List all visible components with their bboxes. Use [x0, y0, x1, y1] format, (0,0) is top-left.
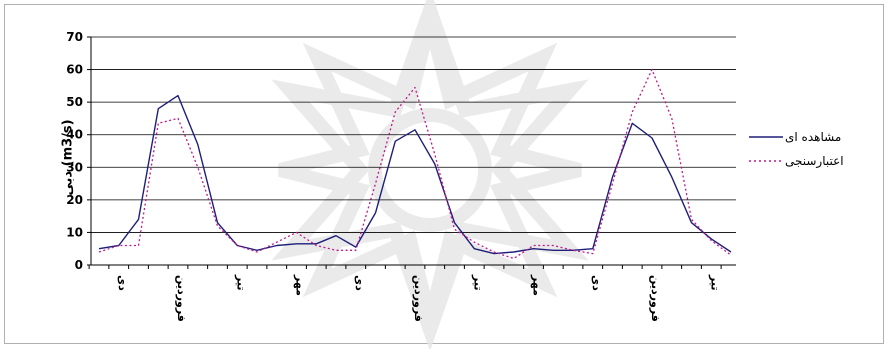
series-line-validation: [98, 68, 732, 260]
x-tick-label: مهر: [531, 274, 544, 296]
y-tick-label: 20: [66, 193, 83, 207]
y-tick-label: 10: [66, 225, 83, 239]
y-tick-label: 60: [66, 63, 83, 77]
x-tick-label: مهر: [294, 274, 307, 296]
legend-swatch-validation: [749, 160, 783, 162]
legend-label-observed: مشاهده ای: [785, 130, 842, 144]
y-tick-label: 40: [66, 128, 83, 142]
x-tick-label: فروردین: [175, 275, 188, 322]
x-tick-label: فروردین: [649, 275, 662, 322]
x-tick-label: دی: [116, 275, 129, 291]
y-tick-label: 70: [66, 30, 83, 44]
x-tick-label: تیر: [708, 274, 721, 290]
x-tick-label: تیر: [471, 274, 484, 290]
x-tick-label: دی: [353, 275, 366, 291]
legend-item-validation: اعتبارسنجی: [749, 149, 879, 173]
y-tick-label: 30: [66, 160, 83, 174]
legend-swatch-observed: [749, 136, 783, 138]
x-tick-label: فروردین: [412, 275, 425, 322]
series-line-observed: [98, 94, 732, 255]
chart-frame: [4, 4, 884, 344]
x-tick-label: تیر: [234, 274, 247, 290]
legend: مشاهده ای اعتبارسنجی: [749, 125, 879, 173]
y-tick-label: 50: [66, 95, 83, 109]
y-tick-label: 0: [75, 258, 83, 272]
legend-label-validation: اعتبارسنجی: [785, 154, 844, 168]
x-tick-label: دی: [590, 275, 603, 291]
legend-item-observed: مشاهده ای: [749, 125, 879, 149]
